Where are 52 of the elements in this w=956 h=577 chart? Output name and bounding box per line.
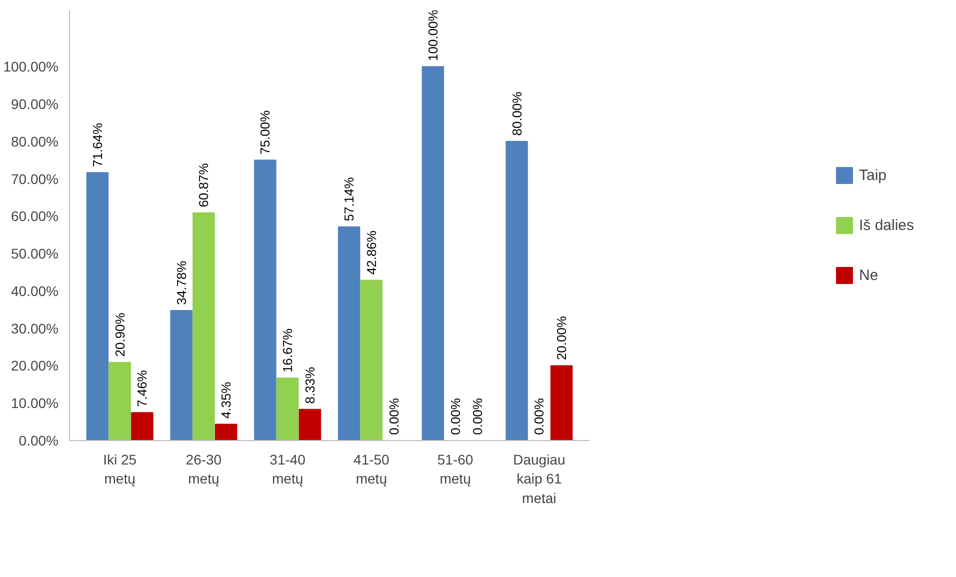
bar xyxy=(192,212,215,440)
legend-label: Taip xyxy=(858,166,887,184)
y-tick-label: 60.00% xyxy=(11,208,58,224)
bar xyxy=(86,172,109,440)
data-label: 0.00% xyxy=(386,398,402,435)
y-tick-label: 20.00% xyxy=(11,358,58,374)
bar xyxy=(131,412,154,440)
y-tick-label: 90.00% xyxy=(11,96,58,112)
y-tick-label: 50.00% xyxy=(11,246,58,262)
data-label: 71.64% xyxy=(90,122,105,168)
x-tick-label: 51-60 metų xyxy=(437,452,474,487)
y-tick-label: 40.00% xyxy=(11,282,58,299)
y-tick-label: 0.00% xyxy=(18,432,59,448)
legend-label: Ne xyxy=(858,266,879,284)
data-label: 0.00% xyxy=(470,398,486,435)
y-tick-label: 30.00% xyxy=(11,320,58,336)
bar xyxy=(360,280,383,440)
bar xyxy=(214,424,238,440)
y-tick-label: 100.00% xyxy=(3,58,59,75)
data-label: 4.35% xyxy=(218,381,234,419)
bar xyxy=(298,408,322,440)
bar xyxy=(338,226,360,440)
data-label: 100.00% xyxy=(425,9,440,61)
bar xyxy=(422,66,444,440)
data-label: 34.78% xyxy=(174,260,189,305)
legend-label: Iš dalies xyxy=(858,216,914,234)
y-tick-label: 10.00% xyxy=(11,395,58,412)
data-label: 20.90% xyxy=(112,312,128,357)
x-tick-label: 41-50 metų xyxy=(354,452,390,487)
data-label: 75.00% xyxy=(258,110,273,154)
bar xyxy=(276,378,299,440)
data-label: 57.14% xyxy=(342,176,357,222)
bar xyxy=(506,140,528,440)
x-tick-label: Daugiau kaip 61 metai xyxy=(513,452,566,506)
data-label: 16.67% xyxy=(280,328,296,373)
data-label: 0.00% xyxy=(448,398,463,435)
data-label: 60.87% xyxy=(196,162,212,208)
y-tick-label: 70.00% xyxy=(11,170,58,187)
x-tick-label: 26-30 metų xyxy=(186,452,222,487)
data-label: 42.86% xyxy=(364,230,379,275)
data-label: 8.33% xyxy=(302,366,318,404)
data-label: 80.00% xyxy=(509,91,524,136)
x-tick-label: Iki 25 metų xyxy=(103,452,137,487)
bar xyxy=(254,160,276,440)
data-label: 20.00% xyxy=(554,316,570,360)
y-tick-label: 80.00% xyxy=(11,133,58,150)
data-label: 0.00% xyxy=(532,398,547,435)
x-tick-label: 31-40 metų xyxy=(270,452,306,487)
bar xyxy=(108,362,131,440)
data-label: 7.46% xyxy=(134,370,150,407)
bar xyxy=(170,310,192,440)
bar xyxy=(550,365,573,440)
